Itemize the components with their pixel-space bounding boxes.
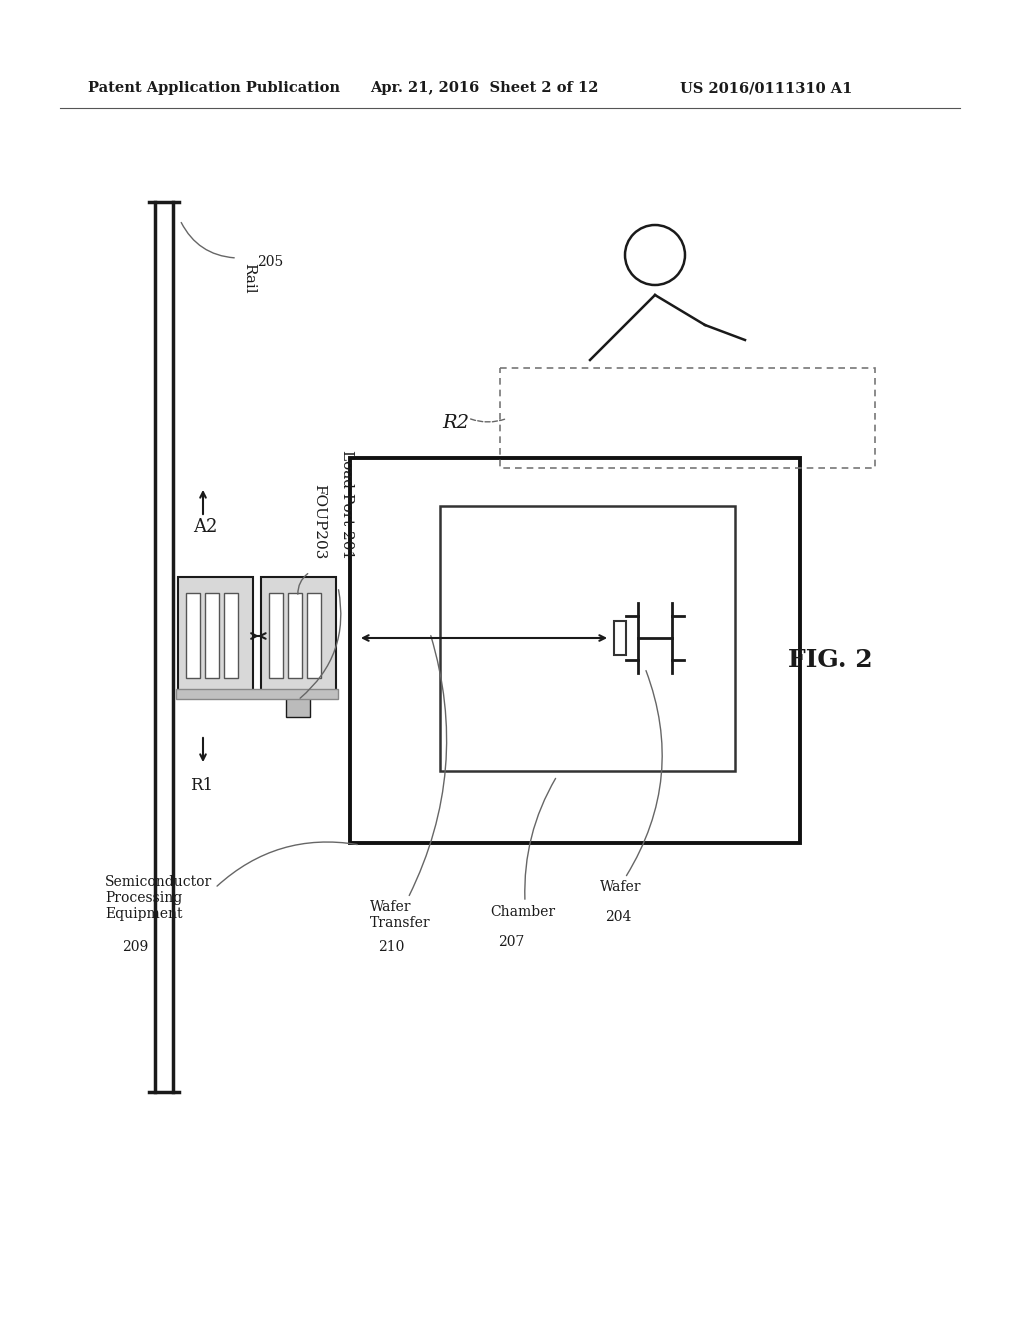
Text: FIG. 2: FIG. 2 xyxy=(787,648,872,672)
Text: 210: 210 xyxy=(378,940,404,954)
Bar xyxy=(307,593,321,678)
FancyArrowPatch shape xyxy=(471,418,506,422)
Text: 204: 204 xyxy=(605,909,632,924)
Text: A2: A2 xyxy=(193,517,217,536)
FancyArrowPatch shape xyxy=(300,590,341,698)
Bar xyxy=(350,458,800,843)
Text: FOUP203: FOUP203 xyxy=(312,483,326,558)
Bar xyxy=(176,689,338,700)
FancyArrowPatch shape xyxy=(181,223,234,257)
Text: 207: 207 xyxy=(498,935,524,949)
Text: Wafer
Transfer: Wafer Transfer xyxy=(370,900,431,931)
Bar xyxy=(178,577,253,696)
Text: R2: R2 xyxy=(442,414,469,432)
FancyArrowPatch shape xyxy=(410,636,446,895)
Text: Chamber: Chamber xyxy=(490,906,555,919)
Text: Apr. 21, 2016  Sheet 2 of 12: Apr. 21, 2016 Sheet 2 of 12 xyxy=(370,81,598,95)
Text: 209: 209 xyxy=(122,940,148,954)
FancyArrowPatch shape xyxy=(524,779,556,899)
Text: US 2016/0111310 A1: US 2016/0111310 A1 xyxy=(680,81,852,95)
Text: Patent Application Publication: Patent Application Publication xyxy=(88,81,340,95)
FancyArrowPatch shape xyxy=(627,671,663,875)
Bar xyxy=(186,593,200,678)
Text: Load Port 201: Load Port 201 xyxy=(340,450,354,558)
Bar xyxy=(269,593,283,678)
Text: Wafer: Wafer xyxy=(600,880,641,894)
Bar xyxy=(440,506,735,771)
Bar xyxy=(224,593,238,678)
Bar xyxy=(614,620,626,655)
Text: Semiconductor
Processing
Equipment: Semiconductor Processing Equipment xyxy=(105,875,212,921)
Bar xyxy=(288,593,302,678)
FancyArrowPatch shape xyxy=(298,574,308,594)
Bar xyxy=(500,368,874,469)
FancyArrowPatch shape xyxy=(217,842,357,886)
Bar xyxy=(261,577,336,696)
Text: R1: R1 xyxy=(190,776,213,793)
Bar xyxy=(286,696,310,717)
Text: 205: 205 xyxy=(257,255,284,269)
Bar xyxy=(205,593,219,678)
Text: Rail: Rail xyxy=(242,263,256,293)
